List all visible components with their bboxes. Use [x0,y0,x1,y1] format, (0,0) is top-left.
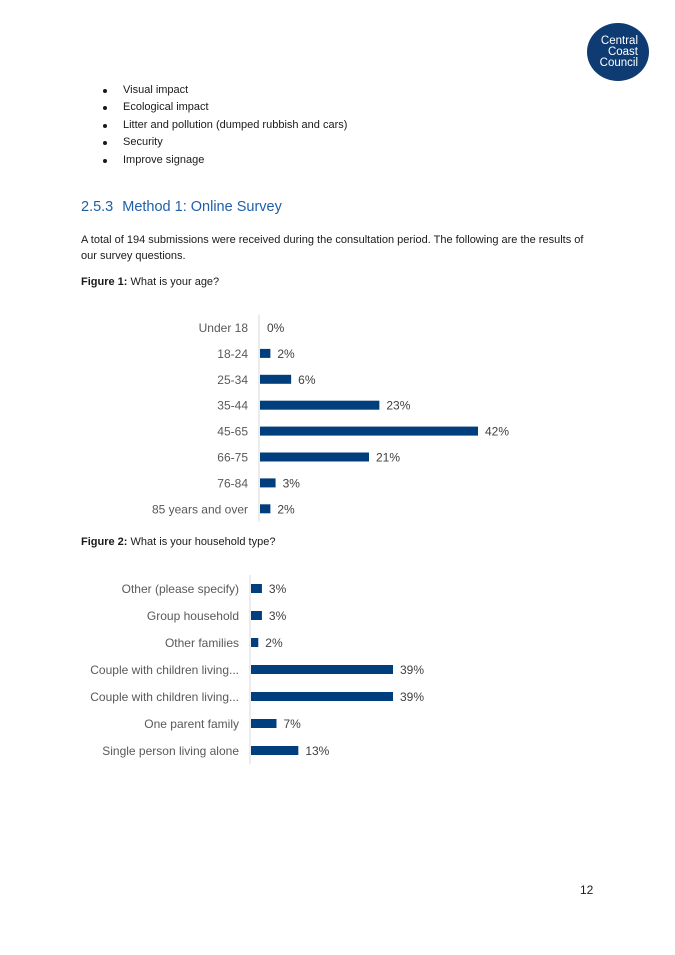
data-label: 2% [265,636,283,650]
list-item: Ecological impact [98,99,347,116]
list-item: Improve signage [98,152,347,169]
category-label: 18-24 [217,347,248,361]
figure-1-caption: Figure 1: What is your age? [81,276,219,288]
figure-1-text: What is your age? [130,276,220,288]
list-item: Litter and pollution (dumped rubbish and… [98,117,347,134]
list-item-text: Ecological impact [123,101,209,114]
figure-2-label: Figure 2: [81,536,128,548]
category-label: Couple with children living... [90,663,239,677]
section-title: Method 1: Online Survey [122,199,282,215]
data-label: 23% [386,399,410,413]
category-label: Other (please specify) [122,582,239,596]
age-bar-chart: Under 18 0% 18-24 2% 25-34 6% 35-44 23% 45-65 42%… [152,314,509,522]
data-label: 39% [400,690,424,704]
council-logo: Central Coast Council [587,23,649,81]
page-number: 12 [580,883,594,897]
list-item-text: Improve signage [123,153,205,166]
bar [251,638,259,647]
list-item-text: Visual impact [123,84,189,96]
list-item-text: Security [123,136,163,149]
bar [260,348,271,358]
bar [251,692,393,701]
logo-line-1: Central [600,34,638,47]
data-label: 3% [269,582,287,596]
category-label: 45-65 [217,425,248,439]
bar [251,719,277,728]
bullet-icon [103,158,107,163]
bar [260,504,271,514]
bar [260,374,292,384]
section-paragraph: A total of 194 submissions were received… [81,234,584,262]
bar [260,452,369,462]
data-label: 21% [376,451,400,465]
bullet-icon [103,123,107,128]
category-label: 66-75 [217,451,248,465]
section-number: 2.5.3 [81,199,114,215]
bar [251,665,393,674]
bullet-icon [103,89,107,93]
figure-1-label: Figure 1: [81,276,128,288]
category-label: Under 18 [199,321,249,335]
bullet-icon [103,106,107,111]
data-label: 2% [277,502,295,516]
data-label: 3% [283,476,301,490]
category-label: Other families [165,636,239,650]
logo-line-2: Coast [607,45,638,58]
issues-bullet-list: Visual impact Ecological impact Litter a… [98,82,347,169]
category-label: 25-34 [217,373,248,387]
list-item: Visual impact [98,82,347,99]
data-label: 6% [298,373,316,387]
bar [251,746,299,755]
data-label: 2% [277,347,295,361]
bar [260,478,276,488]
category-label: Group household [147,609,239,623]
category-label: 76-84 [217,476,248,490]
category-label: One parent family [144,717,239,731]
category-label: 85 years and over [152,502,248,516]
logo-line-3: Council [599,56,638,69]
data-label: 39% [400,663,424,677]
data-label: 7% [283,717,301,731]
category-label: Couple with children living... [90,690,239,704]
bar [251,584,262,593]
data-label: 3% [269,609,287,623]
figure-2-caption: Figure 2: What is your household type? [81,536,275,548]
figure-2-text: What is your household type? [130,536,276,548]
list-item-text: Litter and pollution (dumped rubbish and… [123,118,348,131]
bullet-icon [103,141,107,146]
list-item: Security [98,134,347,151]
data-label: 0% [267,321,285,335]
data-label: 42% [485,425,509,439]
category-label: 35-44 [217,399,248,413]
bar [251,611,262,620]
bar [260,426,478,436]
category-label: Single person living alone [102,744,239,758]
bar [260,400,380,410]
household-bar-chart: Other (please specify) 3% Group household 3… [90,575,424,764]
section-heading: 2.5.3 Method 1: Online Survey [81,199,282,215]
data-label: 13% [305,744,329,758]
